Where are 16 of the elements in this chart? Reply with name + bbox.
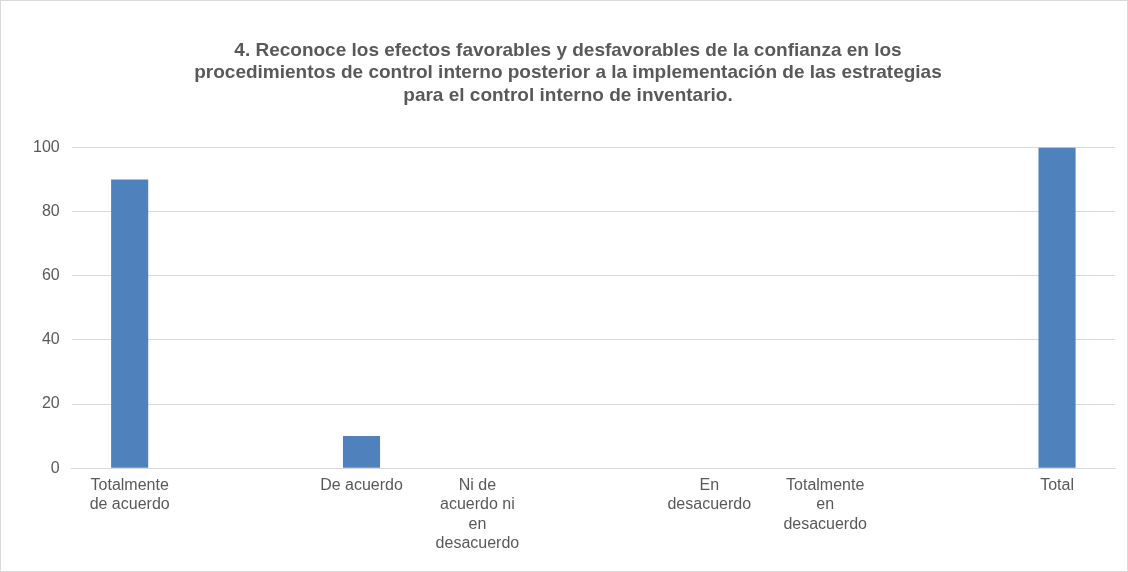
bar bbox=[342, 436, 381, 468]
x-tick-label: Totalmente en desacuerdo bbox=[783, 476, 868, 532]
y-tick-label: 100 bbox=[32, 137, 60, 155]
x-tick-label: Ni de acuerdo ni en desacuerdo bbox=[435, 476, 520, 551]
bar bbox=[1038, 147, 1076, 468]
x-tick-label: Total bbox=[1040, 476, 1074, 494]
y-tick-label: 40 bbox=[41, 330, 60, 348]
bar bbox=[111, 179, 149, 468]
y-tick-label: 20 bbox=[41, 394, 60, 412]
x-tick-label: De acuerdo bbox=[320, 476, 403, 494]
x-tick-label: En desacuerdo bbox=[667, 476, 752, 513]
y-tick-label: 0 bbox=[50, 458, 60, 476]
chart-title: 4. Reconoce los efectos favorables y desfavorables de la confianza en los procedimientos de control interno posterior a la implementación de las estrategias para el control interno de inventario. bbox=[194, 38, 942, 106]
y-tick-label: 60 bbox=[41, 266, 60, 284]
y-tick-label: 80 bbox=[41, 201, 60, 219]
x-tick-label: Totalmente de acuerdo bbox=[89, 476, 170, 513]
